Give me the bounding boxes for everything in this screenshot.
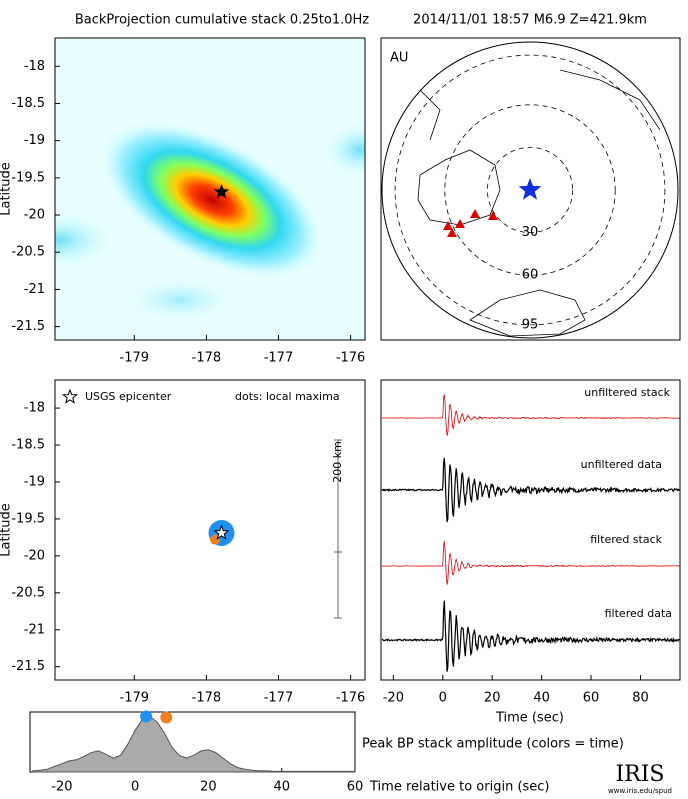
ring-label: 30 [522, 225, 539, 240]
svg-text:www.iris.edu/spud: www.iris.edu/spud [608, 787, 672, 795]
y-axis-label: Peak BP stack amplitude (colors = time) [362, 737, 624, 752]
title: BackProjection cumulative stack 0.25to1.… [75, 13, 369, 28]
x-tick-label: -176 [336, 691, 366, 706]
trace-label: unfiltered data [581, 458, 662, 471]
x-tick-label: 0 [439, 691, 447, 706]
trace [381, 457, 680, 523]
epicenter-star [213, 184, 230, 199]
y-tick-label: -19.5 [11, 511, 45, 526]
y-tick-label: -18.5 [11, 96, 45, 111]
legend-text: USGS epicenter [85, 390, 172, 403]
x-tick-label: 80 [632, 691, 649, 706]
distance-ring [486, 146, 573, 233]
amplitude-area [32, 715, 356, 773]
distance-ring [394, 54, 666, 326]
frame [54, 37, 366, 341]
x-tick-label: 20 [200, 780, 217, 795]
region-label: AU [390, 51, 408, 66]
y-tick-label: -20 [24, 548, 45, 563]
x-axis-label: Time relative to origin (sec) [369, 780, 550, 795]
ring-label: 95 [522, 317, 539, 332]
y-tick-label: -18 [24, 401, 45, 416]
distance-ring [444, 104, 616, 276]
x-tick-label: -177 [264, 691, 294, 706]
x-tick-label: -178 [192, 351, 222, 366]
y-tick-label: -20.5 [11, 245, 45, 260]
y-tick-label: -19.5 [11, 170, 45, 185]
epicenter-star [213, 524, 230, 540]
x-tick-label: 40 [533, 691, 550, 706]
y-tick-label: -19 [24, 133, 45, 148]
peak-dot [160, 711, 173, 724]
y-tick-label: -18 [24, 59, 45, 74]
heatmap-field [55, 119, 365, 325]
y-tick-label: -21.5 [11, 319, 45, 334]
x-axis-label: Time (sec) [495, 711, 564, 726]
x-tick-label: 60 [347, 780, 364, 795]
y-tick-label: -21 [24, 282, 45, 297]
x-tick-label: -178 [192, 691, 222, 706]
x-tick-label: -20 [51, 780, 72, 795]
y-axis-label: Latitude [0, 162, 14, 216]
y-tick-label: -20.5 [11, 585, 45, 600]
y-tick-label: -19 [24, 474, 45, 489]
legend-star [61, 388, 79, 404]
x-tick-label: -179 [120, 351, 150, 366]
x-tick-label: -176 [336, 351, 366, 366]
y-axis-label: Latitude [0, 503, 14, 557]
trace [381, 600, 680, 672]
iris-logo: IRIS www.iris.edu/spud [608, 762, 672, 795]
x-tick-label: 60 [583, 691, 600, 706]
ring-label: 60 [522, 268, 539, 283]
epicenter-star [518, 178, 542, 200]
peak-dot [140, 710, 153, 723]
trace-label: filtered stack [590, 533, 662, 546]
svg-text:IRIS: IRIS [615, 762, 664, 787]
scale-label: 200 km [331, 441, 344, 483]
x-tick-label: -20 [383, 691, 404, 706]
y-tick-label: -18.5 [11, 438, 45, 453]
x-tick-label: -177 [264, 351, 294, 366]
x-tick-label: 0 [131, 780, 139, 795]
trace-label: unfiltered stack [584, 386, 670, 399]
x-tick-label: 40 [273, 780, 290, 795]
trace [381, 394, 680, 436]
y-tick-label: -20 [24, 208, 45, 223]
y-tick-label: -21 [24, 622, 45, 637]
legend-text: dots: local maxima [235, 390, 340, 403]
event-info: 2014/11/01 18:57 M6.9 Z=421.9km [413, 13, 647, 28]
frame [380, 379, 681, 681]
trace [381, 541, 680, 585]
y-tick-label: -21.5 [11, 659, 45, 674]
x-tick-label: 20 [484, 691, 501, 706]
trace-label: filtered data [605, 607, 672, 620]
x-tick-label: -179 [120, 691, 150, 706]
